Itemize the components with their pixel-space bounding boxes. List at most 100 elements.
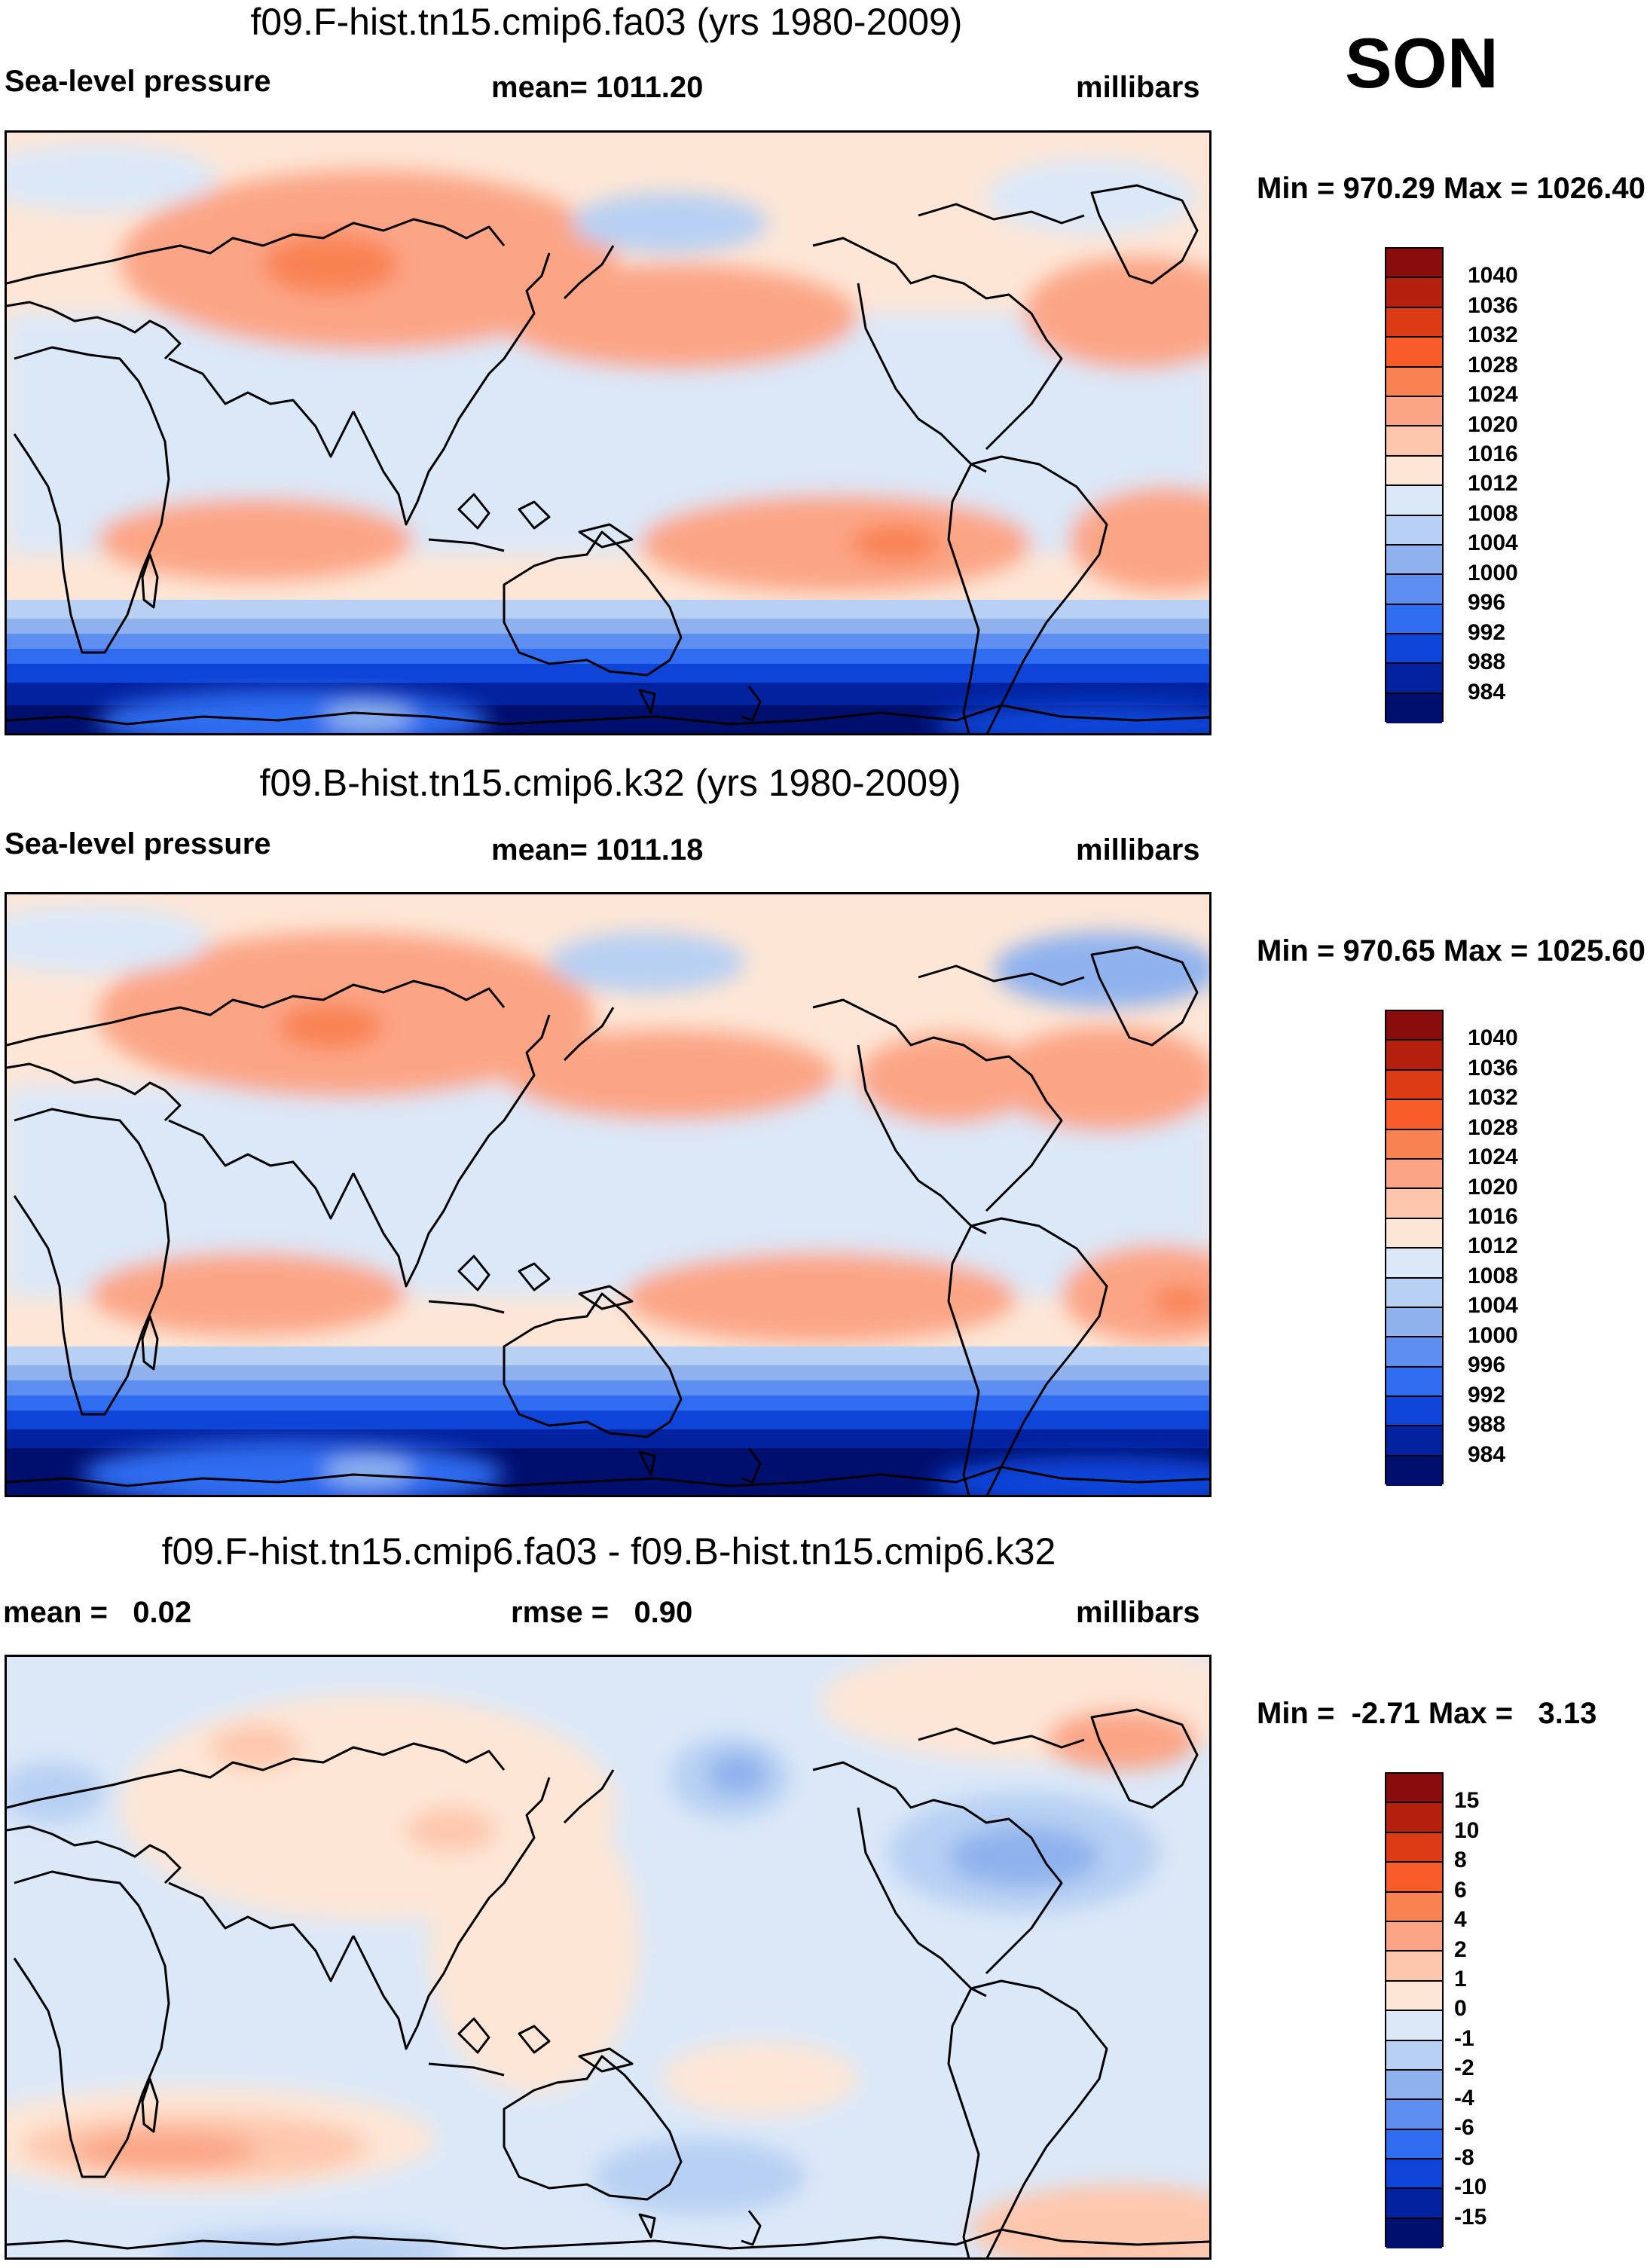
panel2-colorbar-label: 988 — [1468, 1412, 1506, 1437]
panel2-colorbar-swatch — [1386, 1189, 1442, 1219]
panel2-colorbar-label: 1040 — [1468, 1025, 1518, 1050]
panel2-colorbar-label: 1036 — [1468, 1056, 1518, 1081]
panel1-colorbar-swatch — [1386, 575, 1442, 605]
season-label: SON — [1345, 23, 1499, 102]
panel2-colorbar-swatch — [1386, 1249, 1442, 1279]
panel1-colorbar-label: 1000 — [1468, 561, 1518, 585]
panel3-colorbar-swatch — [1386, 2100, 1442, 2130]
panel1-colorbar-swatch — [1386, 426, 1442, 457]
panel2-colorbar-label: 1020 — [1468, 1175, 1518, 1200]
panel1-units-label: millibars — [1076, 71, 1200, 104]
panel1-colorbar-label: 1024 — [1468, 382, 1518, 407]
panel3-colorbar-swatch — [1386, 1921, 1442, 1952]
panel3-rmse-label: rmse = 0.90 — [511, 1596, 693, 1629]
panel2-colorbar-swatch — [1386, 1307, 1442, 1338]
panel2-colorbar-label: 1008 — [1468, 1264, 1518, 1288]
panel1-colorbar-label: 1016 — [1468, 442, 1518, 466]
panel3-colorbar-swatch — [1386, 2070, 1442, 2101]
panel1-colorbar-swatch — [1386, 634, 1442, 665]
panel3-colorbar-swatch — [1386, 1981, 1442, 2012]
panel3-colorbar-swatch — [1386, 2040, 1442, 2071]
panel2-colorbar-swatch — [1386, 1337, 1442, 1368]
panel1-colorbar-label: 1008 — [1468, 501, 1518, 526]
panel2-colorbar-swatch — [1386, 1367, 1442, 1398]
panel3-map-svg — [7, 1657, 1209, 2257]
panel2-colorbar-label: 1024 — [1468, 1145, 1518, 1169]
panel1-colorbar-label: 1004 — [1468, 530, 1518, 555]
panel2-colorbar-label: 996 — [1468, 1353, 1506, 1377]
panel1-title: f09.F-hist.tn15.cmip6.fa03 (yrs 1980-200… — [250, 1, 963, 43]
panel1-colorbar-swatch — [1386, 307, 1442, 338]
panel1-map — [5, 130, 1212, 735]
panel3-colorbar-label: -8 — [1454, 2145, 1474, 2170]
panel2-mean-label: mean= 1011.18 — [491, 833, 704, 867]
panel3-units-label: millibars — [1076, 1596, 1200, 1629]
panel1-colorbar-swatch — [1386, 515, 1442, 546]
panel2-colorbar-label: 984 — [1468, 1442, 1506, 1467]
panel3-mean-label: mean = 0.02 — [3, 1596, 192, 1629]
panel1-colorbar-swatch — [1386, 545, 1442, 576]
panel1-colorbar-label: 1036 — [1468, 293, 1518, 318]
panel2-map — [5, 892, 1212, 1497]
panel3-colorbar-swatch — [1386, 1863, 1442, 1893]
panel1-colorbar-swatch — [1386, 396, 1442, 427]
panel3-colorbar-swatch — [1386, 1803, 1442, 1833]
panel3-colorbar-swatch — [1386, 2129, 1442, 2160]
panel2-colorbar — [1385, 1010, 1444, 1487]
panel2-variable-label: Sea-level pressure — [5, 827, 271, 860]
panel2-colorbar-swatch — [1386, 1100, 1442, 1130]
panel2-colorbar-swatch — [1386, 1129, 1442, 1160]
panel2-colorbar-label: 1000 — [1468, 1323, 1518, 1348]
panel1-colorbar-label: 984 — [1468, 680, 1506, 705]
panel3-colorbar-label: 4 — [1454, 1907, 1467, 1932]
panel3-colorbar-label: -15 — [1454, 2205, 1487, 2230]
panel1-variable-label: Sea-level pressure — [5, 65, 271, 98]
panel1-colorbar-swatch — [1386, 604, 1442, 635]
panel1-colorbar-swatch — [1386, 367, 1442, 397]
panel2-colorbar-swatch — [1386, 1397, 1442, 1427]
panel1-colorbar-swatch — [1386, 693, 1442, 724]
panel2-colorbar-swatch — [1386, 1159, 1442, 1190]
panel1-colorbar — [1385, 247, 1444, 724]
panel3-colorbar-label: 8 — [1454, 1848, 1467, 1872]
panel1-minmax-label: Min = 970.29 Max = 1026.40 — [1257, 172, 1645, 205]
panel1-colorbar-label: 1040 — [1468, 263, 1518, 288]
panel3-title: f09.F-hist.tn15.cmip6.fa03 - f09.B-hist.… — [161, 1530, 1056, 1573]
panel3-map — [5, 1655, 1212, 2260]
panel2-colorbar-swatch — [1386, 1041, 1442, 1071]
panel2-minmax-label: Min = 970.65 Max = 1025.60 — [1257, 934, 1645, 967]
panel3-colorbar-label: -4 — [1454, 2086, 1474, 2111]
panel3-colorbar-swatch — [1386, 1892, 1442, 1922]
panel1-colorbar-label: 1012 — [1468, 471, 1518, 496]
panel2-colorbar-swatch — [1386, 1278, 1442, 1308]
panel1-colorbar-swatch — [1386, 486, 1442, 516]
panel2-colorbar-swatch — [1386, 1218, 1442, 1249]
panel2-colorbar-label: 1016 — [1468, 1204, 1518, 1229]
panel1-colorbar-label: 988 — [1468, 650, 1506, 674]
panel3-colorbar-label: -6 — [1454, 2115, 1474, 2140]
panel2-colorbar-swatch — [1386, 1070, 1442, 1101]
panel1-colorbar-label: 1032 — [1468, 322, 1518, 347]
panel3-colorbar — [1385, 1772, 1444, 2249]
panel3-colorbar-swatch — [1386, 2189, 1442, 2219]
panel1-colorbar-label: 996 — [1468, 590, 1506, 615]
panel3-colorbar-swatch — [1386, 2218, 1442, 2249]
panel3-colorbar-label: 0 — [1454, 1996, 1467, 2021]
panel1-colorbar-swatch — [1386, 664, 1442, 694]
panel1-colorbar-swatch — [1386, 338, 1442, 368]
panel2-colorbar-swatch — [1386, 1456, 1442, 1487]
panel3-colorbar-label: 10 — [1454, 1818, 1480, 1843]
panel1-colorbar-label: 1020 — [1468, 412, 1518, 437]
panel1-colorbar-label: 1028 — [1468, 353, 1518, 377]
panel2-colorbar-swatch — [1386, 1011, 1442, 1041]
panel3-colorbar-label: 6 — [1454, 1878, 1467, 1903]
panel2-colorbar-label: 1032 — [1468, 1085, 1518, 1110]
panel3-colorbar-swatch — [1386, 2159, 1442, 2190]
panel3-colorbar-label: 1 — [1454, 1967, 1467, 1991]
panel2-map-svg — [7, 894, 1209, 1495]
panel3-colorbar-label: -1 — [1454, 2026, 1474, 2051]
panel1-map-svg — [7, 133, 1209, 733]
panel3-colorbar-label: 15 — [1454, 1788, 1480, 1813]
panel3-colorbar-swatch — [1386, 1774, 1442, 1804]
panel2-colorbar-swatch — [1386, 1426, 1442, 1456]
